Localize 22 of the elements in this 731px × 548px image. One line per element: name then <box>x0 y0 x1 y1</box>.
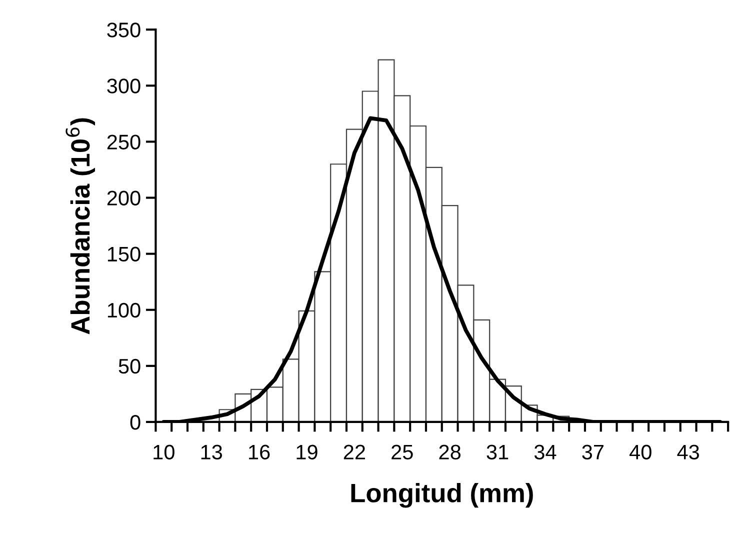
x-tick-label: 43 <box>677 444 699 460</box>
x-tick-label: 16 <box>249 444 270 460</box>
x-tick-label: 34 <box>534 444 556 460</box>
x-tick-label: 22 <box>344 444 365 460</box>
x-tick-label: 10 <box>154 444 174 460</box>
y-tick-label: 250 <box>107 134 140 150</box>
y-tick-label: 150 <box>108 246 140 262</box>
x-tick-label: 19 <box>296 444 318 460</box>
y-tick-label: 0 <box>130 414 140 430</box>
y-tick-label: 200 <box>107 190 140 206</box>
x-tick-label: 40 <box>630 444 652 460</box>
x-axis-title: Longitud (mm) <box>351 483 533 508</box>
y-tick-label: 100 <box>108 302 140 318</box>
y-axis-title: Abundancia (10$^{6}$) <box>66 118 95 334</box>
x-tick-label: 25 <box>392 444 413 460</box>
x-tick-label: 13 <box>201 444 222 460</box>
y-tick-label: 350 <box>107 22 140 38</box>
x-tick-label: 28 <box>439 444 461 460</box>
y-tick-label: 50 <box>118 358 140 374</box>
x-tick-label: 37 <box>582 444 604 460</box>
x-tick-label: 31 <box>486 444 508 460</box>
y-tick-label: 300 <box>107 78 140 94</box>
